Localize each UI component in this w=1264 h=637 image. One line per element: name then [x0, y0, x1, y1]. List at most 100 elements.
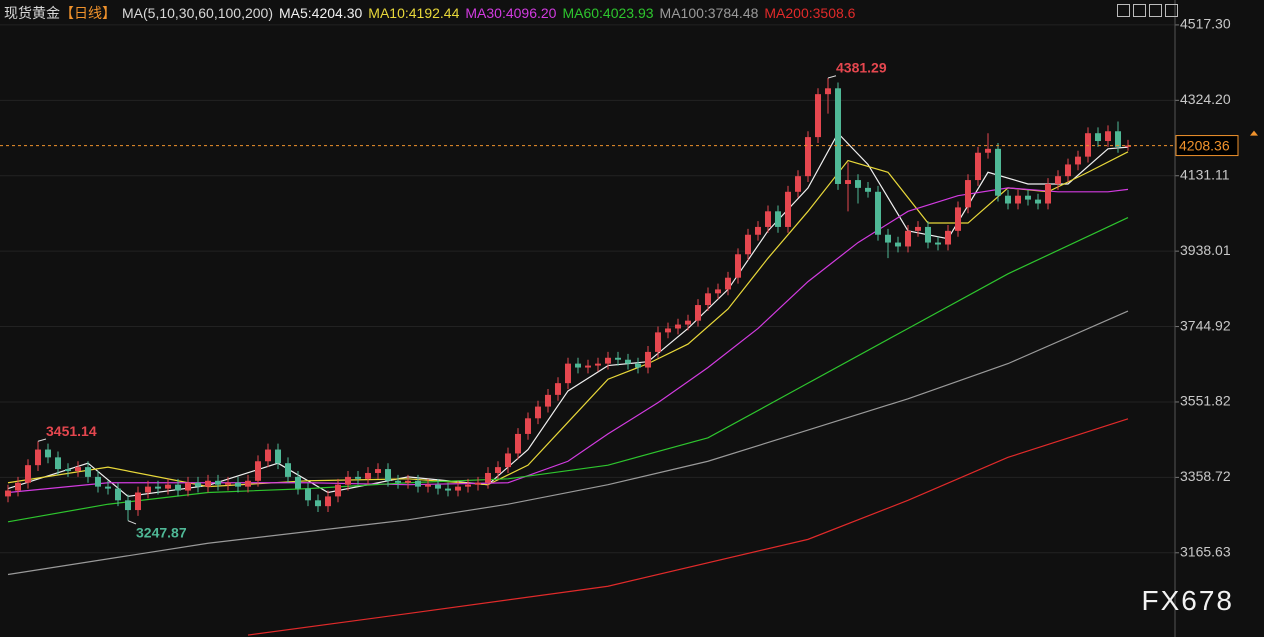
candle-body: [565, 363, 571, 384]
candle-body: [455, 486, 461, 491]
candle-body: [525, 418, 531, 434]
extreme-marker: [827, 75, 837, 79]
candle-body: [185, 482, 191, 491]
candle-body: [725, 277, 731, 290]
candle-body: [745, 234, 751, 255]
candle-body: [805, 137, 811, 177]
candle-body: [465, 484, 471, 487]
legend-entry[interactable]: MA200:3508.6: [764, 5, 856, 21]
candle-body: [295, 476, 301, 489]
candle-body: [275, 449, 281, 464]
candle-body: [375, 469, 381, 473]
candle-body: [945, 230, 951, 245]
legend-entry[interactable]: MA30:4096.20: [465, 5, 557, 21]
candle-body: [475, 482, 481, 485]
candle-body: [1095, 133, 1101, 142]
candle-body: [255, 461, 261, 481]
candle-body: [655, 332, 661, 352]
candle-body: [25, 465, 31, 483]
candle-body: [955, 207, 961, 231]
candle-body: [55, 457, 61, 470]
extreme-label: 4381.29: [836, 60, 887, 76]
toolbar: [1117, 4, 1178, 17]
candle-body: [515, 433, 521, 454]
candle-body: [45, 449, 51, 458]
y-tick-label: 3551.82: [1180, 393, 1231, 409]
ma-line: [7, 187, 1129, 494]
candle-body: [1015, 195, 1021, 204]
candle-body: [485, 472, 491, 483]
candle-body: [845, 180, 851, 184]
tool-button[interactable]: [1133, 4, 1146, 17]
tool-button[interactable]: [1117, 4, 1130, 17]
candle-body: [935, 242, 941, 245]
candle-body: [1075, 156, 1081, 165]
legend-entry[interactable]: MA5:4204.30: [279, 5, 363, 21]
candle-body: [635, 363, 641, 368]
candle-body: [315, 500, 321, 507]
candle-body: [735, 254, 741, 278]
candle-body: [335, 484, 341, 497]
period[interactable]: 【日线】: [60, 5, 116, 21]
y-tick-label: 4517.30: [1180, 16, 1231, 32]
indicator[interactable]: MA(5,10,30,60,100,200): [122, 5, 273, 21]
ma-line: [7, 217, 1129, 523]
candle-body: [865, 187, 871, 192]
candle-body: [395, 480, 401, 483]
legend-entry[interactable]: MA60:4023.93: [562, 5, 654, 21]
candle-body: [615, 357, 621, 360]
candle-body: [545, 394, 551, 407]
candle-body: [305, 488, 311, 501]
candle-body: [575, 363, 581, 368]
candle-body: [1035, 199, 1041, 204]
tool-button[interactable]: [1149, 4, 1162, 17]
candle-body: [5, 490, 11, 497]
candle-body: [965, 180, 971, 208]
candle-body: [715, 289, 721, 294]
candle-body: [895, 242, 901, 247]
candle-body: [495, 467, 501, 473]
candle-body: [605, 357, 611, 364]
ma-line: [247, 418, 1129, 636]
candle-body: [85, 467, 91, 477]
extreme-marker: [37, 438, 47, 442]
candle-body: [1055, 176, 1061, 184]
y-tick-label: 4131.11: [1180, 166, 1230, 182]
candle-body: [385, 469, 391, 481]
candle-body: [205, 480, 211, 487]
candle-body: [215, 480, 221, 485]
last-price-label: 4208.36: [1179, 137, 1230, 153]
extreme-label: 3247.87: [136, 524, 187, 540]
candle-body: [1085, 133, 1091, 157]
candle-body: [1065, 164, 1071, 177]
ma-line: [7, 310, 1129, 576]
candle-body: [135, 492, 141, 511]
candle-body: [905, 230, 911, 247]
candle-body: [665, 328, 671, 333]
candle-body: [115, 488, 121, 501]
candle-body: [685, 320, 691, 325]
candle-body: [645, 351, 651, 368]
candle-body: [1045, 183, 1051, 204]
tool-button[interactable]: [1165, 4, 1178, 17]
candle-body: [585, 365, 591, 368]
candle-body: [625, 359, 631, 364]
candle-body: [1025, 195, 1031, 200]
candle-body: [145, 486, 151, 493]
legend-entry[interactable]: MA100:3784.48: [659, 5, 759, 21]
candle-body: [1115, 131, 1121, 147]
candle-body: [125, 500, 131, 511]
candle-body: [15, 482, 21, 491]
candle-body: [95, 476, 101, 487]
y-tick-label: 3744.92: [1180, 317, 1231, 333]
candle-body: [285, 463, 291, 477]
candle-body: [755, 226, 761, 235]
legend-entry[interactable]: MA10:4192.44: [368, 5, 460, 21]
candle-body: [425, 484, 431, 487]
candle-body: [975, 152, 981, 181]
candle-body: [35, 449, 41, 466]
y-tick-label: 3938.01: [1180, 242, 1231, 258]
watermark: FX678: [1141, 585, 1234, 616]
candle-body: [695, 305, 701, 321]
